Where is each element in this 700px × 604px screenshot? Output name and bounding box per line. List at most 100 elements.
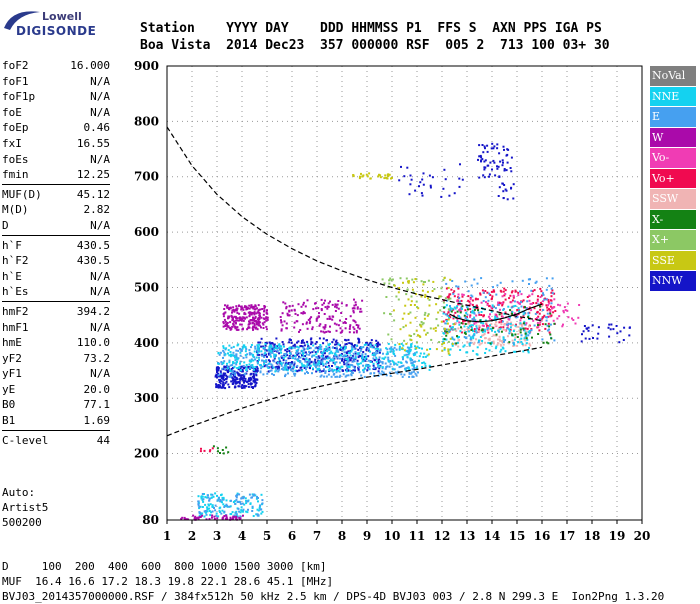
- data-point: [447, 352, 450, 355]
- data-point: [238, 516, 241, 519]
- data-point: [297, 340, 300, 343]
- data-point: [525, 307, 528, 310]
- data-point: [216, 494, 218, 497]
- data-point: [460, 299, 463, 302]
- data-point: [253, 313, 256, 316]
- data-point: [245, 385, 248, 388]
- data-point: [270, 350, 273, 353]
- data-point: [507, 322, 510, 325]
- data-point: [323, 302, 325, 305]
- data-point: [260, 350, 263, 353]
- data-point: [192, 514, 195, 517]
- data-point: [222, 322, 225, 325]
- data-point: [469, 338, 472, 341]
- data-point: [229, 306, 232, 309]
- data-point: [252, 305, 255, 308]
- data-point: [316, 357, 319, 360]
- data-point: [291, 370, 294, 373]
- data-point: [356, 359, 359, 362]
- data-point: [538, 312, 541, 315]
- data-point: [278, 345, 281, 347]
- data-point: [201, 506, 204, 508]
- data-point: [261, 502, 264, 505]
- data-point: [357, 356, 360, 359]
- data-point: [304, 351, 307, 354]
- data-point: [233, 500, 236, 503]
- data-point: [329, 342, 331, 345]
- param-key: B0: [2, 398, 16, 412]
- data-point: [297, 358, 300, 360]
- data-point: [574, 322, 577, 325]
- data-point: [256, 495, 258, 498]
- data-point: [242, 364, 245, 367]
- data-point: [498, 176, 501, 178]
- data-point: [405, 293, 408, 296]
- data-point: [530, 309, 533, 312]
- ionogram-chart: 1 2 3 4 5 6 7 8 9 10 11 12 13 14 15 16 17 18 19 20 80200300…: [134, 59, 650, 543]
- data-point: [549, 310, 552, 313]
- data-point: [241, 318, 243, 321]
- data-point: [374, 353, 377, 356]
- data-point: [504, 188, 507, 191]
- param-value: 1.69: [83, 414, 111, 428]
- data-point: [249, 377, 252, 380]
- data-point: [248, 311, 251, 314]
- data-point: [471, 311, 474, 314]
- data-point: [345, 368, 348, 371]
- data-point: [469, 302, 472, 305]
- data-point: [252, 494, 255, 497]
- data-point: [236, 500, 239, 503]
- data-point: [244, 354, 247, 357]
- data-point: [288, 338, 291, 341]
- data-point: [253, 311, 256, 314]
- param-row: h`E N/A: [2, 269, 110, 285]
- x-tick-label: 3: [213, 529, 221, 543]
- data-point: [306, 364, 309, 367]
- data-point: [549, 312, 552, 315]
- data-point: [213, 507, 215, 509]
- data-point: [514, 324, 517, 327]
- data-point: [240, 385, 243, 388]
- data-point: [239, 318, 242, 321]
- data-point: [208, 497, 211, 500]
- data-point: [263, 318, 266, 321]
- data-point: [344, 346, 347, 349]
- data-point: [236, 492, 239, 495]
- data-point: [628, 326, 631, 329]
- data-point: [463, 322, 466, 325]
- data-point: [488, 292, 491, 295]
- data-point: [305, 322, 308, 325]
- data-point: [205, 496, 208, 499]
- data-point: [401, 347, 404, 350]
- data-point: [513, 312, 516, 315]
- data-point: [475, 304, 478, 307]
- data-point: [304, 355, 307, 357]
- data-point: [393, 284, 396, 287]
- data-point: [289, 362, 291, 365]
- data-point: [498, 335, 501, 338]
- data-point: [247, 508, 249, 511]
- data-point: [320, 355, 323, 357]
- param-key: hmF1: [2, 320, 29, 334]
- data-point: [539, 318, 542, 321]
- data-point: [215, 384, 218, 387]
- data-point: [475, 321, 478, 324]
- data-point: [540, 294, 543, 297]
- data-point: [482, 300, 485, 302]
- data-point: [426, 314, 429, 317]
- data-point: [492, 289, 495, 292]
- data-point: [478, 313, 481, 316]
- data-point: [303, 348, 306, 351]
- data-point: [345, 362, 348, 365]
- data-point: [307, 345, 310, 348]
- data-point: [517, 291, 520, 294]
- data-point: [320, 374, 323, 377]
- data-point: [215, 512, 218, 515]
- data-point: [268, 351, 271, 353]
- data-point: [305, 368, 307, 371]
- data-point: [538, 329, 541, 332]
- data-point: [308, 346, 311, 349]
- data-point: [276, 367, 279, 370]
- data-point: [511, 290, 514, 293]
- data-point: [231, 366, 234, 369]
